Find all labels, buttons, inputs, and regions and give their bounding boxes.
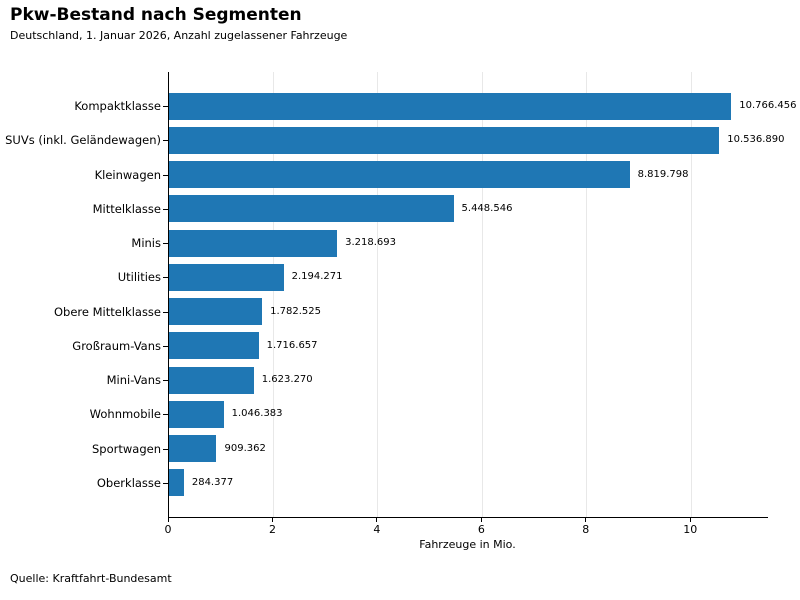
value-label: 3.218.693	[345, 237, 396, 249]
category-tick-mark	[163, 345, 168, 347]
value-label: 1.046.383	[231, 408, 283, 420]
x-tick-mark	[376, 518, 378, 522]
category-label: SUVs (inkl. Geländewagen)	[5, 133, 161, 148]
bar	[169, 435, 217, 463]
bar	[169, 161, 630, 189]
category-ticks	[163, 72, 168, 517]
category-label: Obere Mittelklasse	[54, 304, 161, 319]
category-label: Mini-Vans	[106, 373, 161, 388]
bar	[169, 469, 184, 497]
plot-area: 10.766.456 10.536.890 8.819.798 5.448.546 3.…	[168, 72, 797, 518]
value-label: 1.782.525	[270, 305, 321, 317]
category-tick-mark	[163, 277, 168, 279]
bar	[169, 400, 224, 428]
bar	[169, 195, 454, 223]
bar	[169, 263, 284, 291]
category-tick-mark	[163, 208, 168, 210]
category-tick-mark	[163, 311, 168, 313]
category-tick-mark	[163, 106, 168, 108]
category-label: Großraum-Vans	[72, 338, 161, 353]
value-label: 909.362	[224, 442, 266, 454]
category-tick-mark	[163, 243, 168, 245]
bar	[169, 92, 732, 120]
x-tick-label: 2	[268, 523, 276, 536]
value-label: 284.377	[191, 476, 234, 488]
category-tick-mark	[163, 174, 168, 176]
x-tick-label: 10	[683, 523, 698, 536]
category-tick-mark	[163, 448, 168, 450]
x-tick-mark	[271, 518, 273, 522]
value-label: 10.766.456	[739, 100, 797, 112]
category-label: Sportwagen	[92, 441, 161, 456]
bar	[169, 298, 263, 326]
gridline	[481, 72, 483, 517]
gridline	[272, 72, 274, 517]
category-label: Wohnmobile	[89, 407, 161, 422]
x-tick-mark	[689, 518, 691, 522]
bar	[169, 229, 338, 257]
value-label: 8.819.798	[637, 168, 689, 180]
bar	[169, 366, 254, 394]
x-tick-mark	[480, 518, 482, 522]
category-label: Kompaktklasse	[74, 99, 161, 114]
category-axis: Kompaktklasse SUVs (inkl. Geländewagen) Kl…	[0, 72, 161, 517]
value-label: 2.194.271	[291, 271, 343, 283]
gridline	[377, 72, 379, 517]
bar	[169, 126, 720, 154]
x-tick-label: 0	[164, 523, 172, 536]
gridline	[690, 72, 692, 517]
value-label: 1.623.270	[261, 374, 313, 386]
x-tick-label: 8	[582, 523, 590, 536]
chart-title: Pkw-Bestand nach Segmenten	[10, 5, 302, 25]
x-tick-label: 4	[373, 523, 381, 536]
x-tick-mark	[167, 518, 169, 522]
value-label: 10.536.890	[727, 134, 785, 146]
source-note: Quelle: Kraftfahrt-Bundesamt	[10, 572, 172, 585]
category-tick-mark	[163, 414, 168, 416]
x-tick-label: 6	[477, 523, 485, 536]
category-label: Kleinwagen	[94, 167, 161, 182]
value-label: 1.716.657	[266, 339, 318, 351]
category-label: Utilities	[117, 270, 161, 285]
category-label: Minis	[131, 236, 161, 251]
category-label: Oberklasse	[96, 475, 161, 490]
bar	[169, 332, 259, 360]
x-tick-mark	[585, 518, 587, 522]
category-label: Mittelklasse	[92, 201, 161, 216]
category-tick-mark	[163, 482, 168, 484]
category-tick-mark	[163, 140, 168, 142]
category-tick-mark	[163, 380, 168, 382]
gridline	[586, 72, 588, 517]
chart-subtitle: Deutschland, 1. Januar 2026, Anzahl zuge…	[10, 29, 348, 42]
value-label: 5.448.546	[461, 202, 513, 214]
x-axis: 0 2 4 6 8 10	[165, 518, 767, 548]
x-axis-label: Fahrzeuge in Mio.	[419, 538, 516, 551]
